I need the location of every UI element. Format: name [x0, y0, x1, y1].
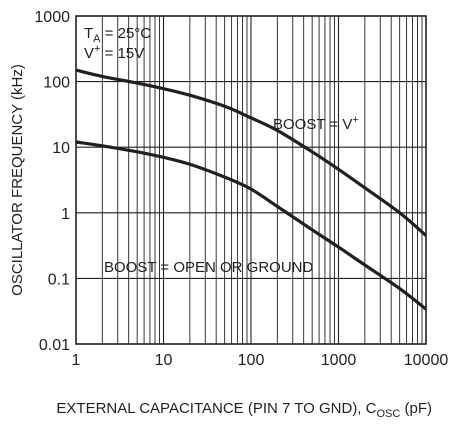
- grid: [76, 16, 426, 344]
- y-tick-label: 0.1: [48, 271, 70, 288]
- x-tick-label: 1000: [321, 352, 357, 369]
- x-tick-label: 10000: [404, 352, 449, 369]
- y-tick-label: 1000: [34, 9, 70, 26]
- tick-labels: 1 10 100 1000 10000 1000 100 10 1 0.1 0.01: [34, 9, 448, 369]
- plot-frame: [75, 15, 427, 345]
- y-tick-label: 100: [43, 75, 70, 92]
- condition-ta: TA = 25°C: [84, 25, 151, 45]
- y-tick-label: 1: [61, 206, 70, 223]
- series-line-boost-v: [75, 68, 428, 237]
- y-tick-label: 0.01: [39, 337, 70, 354]
- y-tick-label: 10: [52, 140, 70, 157]
- series-lines: [75, 68, 428, 311]
- series-label-boost-v: BOOST = V+: [273, 114, 359, 133]
- condition-v: V+ = 15V: [84, 43, 144, 62]
- series-line-boost-open: [75, 140, 427, 311]
- y-axis-title: OSCILLATOR FREQUENCY (kHz): [9, 64, 26, 296]
- x-tick-label: 10: [155, 352, 173, 369]
- x-tick-label: 100: [238, 352, 265, 369]
- x-tick-label: 1: [72, 352, 81, 369]
- series-label-boost-open: BOOST = OPEN OR GROUND: [104, 259, 314, 276]
- x-axis-title: EXTERNAL CAPACITANCE (PIN 7 TO GND), COS…: [56, 400, 432, 420]
